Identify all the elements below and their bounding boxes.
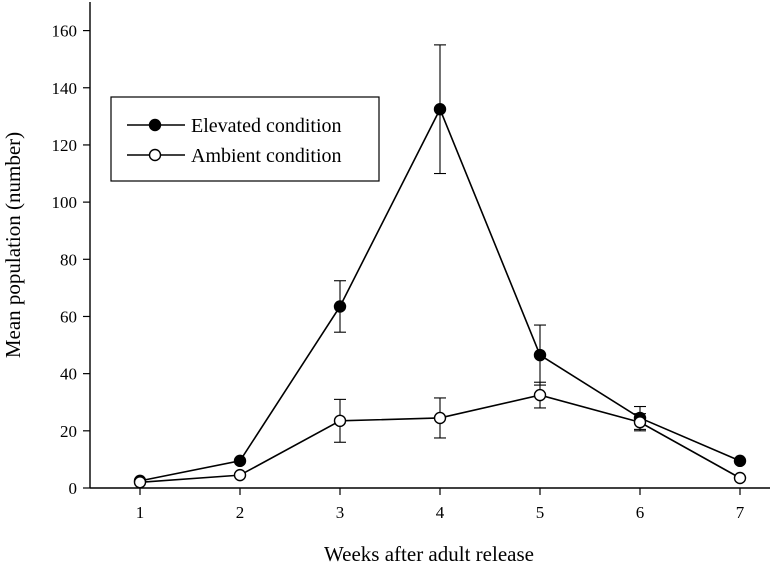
x-tick-label: 2	[236, 503, 245, 522]
x-axis: 1 2 3 4 5 6 7	[90, 487, 770, 522]
x-tick-label: 7	[736, 503, 745, 522]
x-tick-label: 1	[136, 503, 145, 522]
series-ambient	[133, 381, 747, 489]
data-point	[233, 468, 247, 482]
series-layer	[133, 44, 747, 489]
y-axis-title: Mean population (number)	[1, 132, 25, 358]
legend-marker	[148, 118, 162, 132]
data-point	[333, 414, 347, 428]
data-point	[533, 348, 547, 362]
x-tick-label: 5	[536, 503, 545, 522]
legend-label: Ambient condition	[191, 145, 342, 167]
y-tick-label: 0	[69, 479, 78, 498]
data-point	[133, 476, 147, 489]
x-tick-label: 3	[336, 503, 345, 522]
y-tick-label: 120	[52, 136, 78, 155]
y-tick-label: 40	[60, 365, 77, 384]
x-tick-label: 4	[436, 503, 445, 522]
legend-box	[110, 96, 380, 182]
data-point	[333, 300, 347, 313]
x-axis-title: Weeks after adult release	[324, 542, 534, 566]
legend: Elevated condition Ambient condition	[110, 96, 380, 182]
data-point	[733, 454, 747, 468]
y-tick-label: 80	[60, 250, 77, 269]
y-tick-label: 160	[52, 22, 78, 41]
data-point	[433, 411, 447, 425]
legend-marker	[148, 148, 162, 162]
y-tick-label: 140	[52, 79, 78, 98]
data-point	[733, 471, 747, 485]
y-tick-label: 20	[60, 422, 77, 441]
y-tick-label: 100	[52, 193, 78, 212]
data-point	[233, 454, 247, 468]
x-tick-label: 6	[636, 503, 645, 522]
data-point	[633, 416, 647, 429]
y-tick-label: 60	[60, 307, 77, 326]
legend-label: Elevated condition	[191, 115, 342, 137]
legend-item: Ambient condition	[127, 145, 342, 167]
data-point	[433, 103, 447, 116]
legend-item: Elevated condition	[127, 115, 342, 137]
y-axis: 0 20 40 60 80 100 120 140 160	[52, 2, 91, 498]
data-point	[533, 388, 547, 402]
